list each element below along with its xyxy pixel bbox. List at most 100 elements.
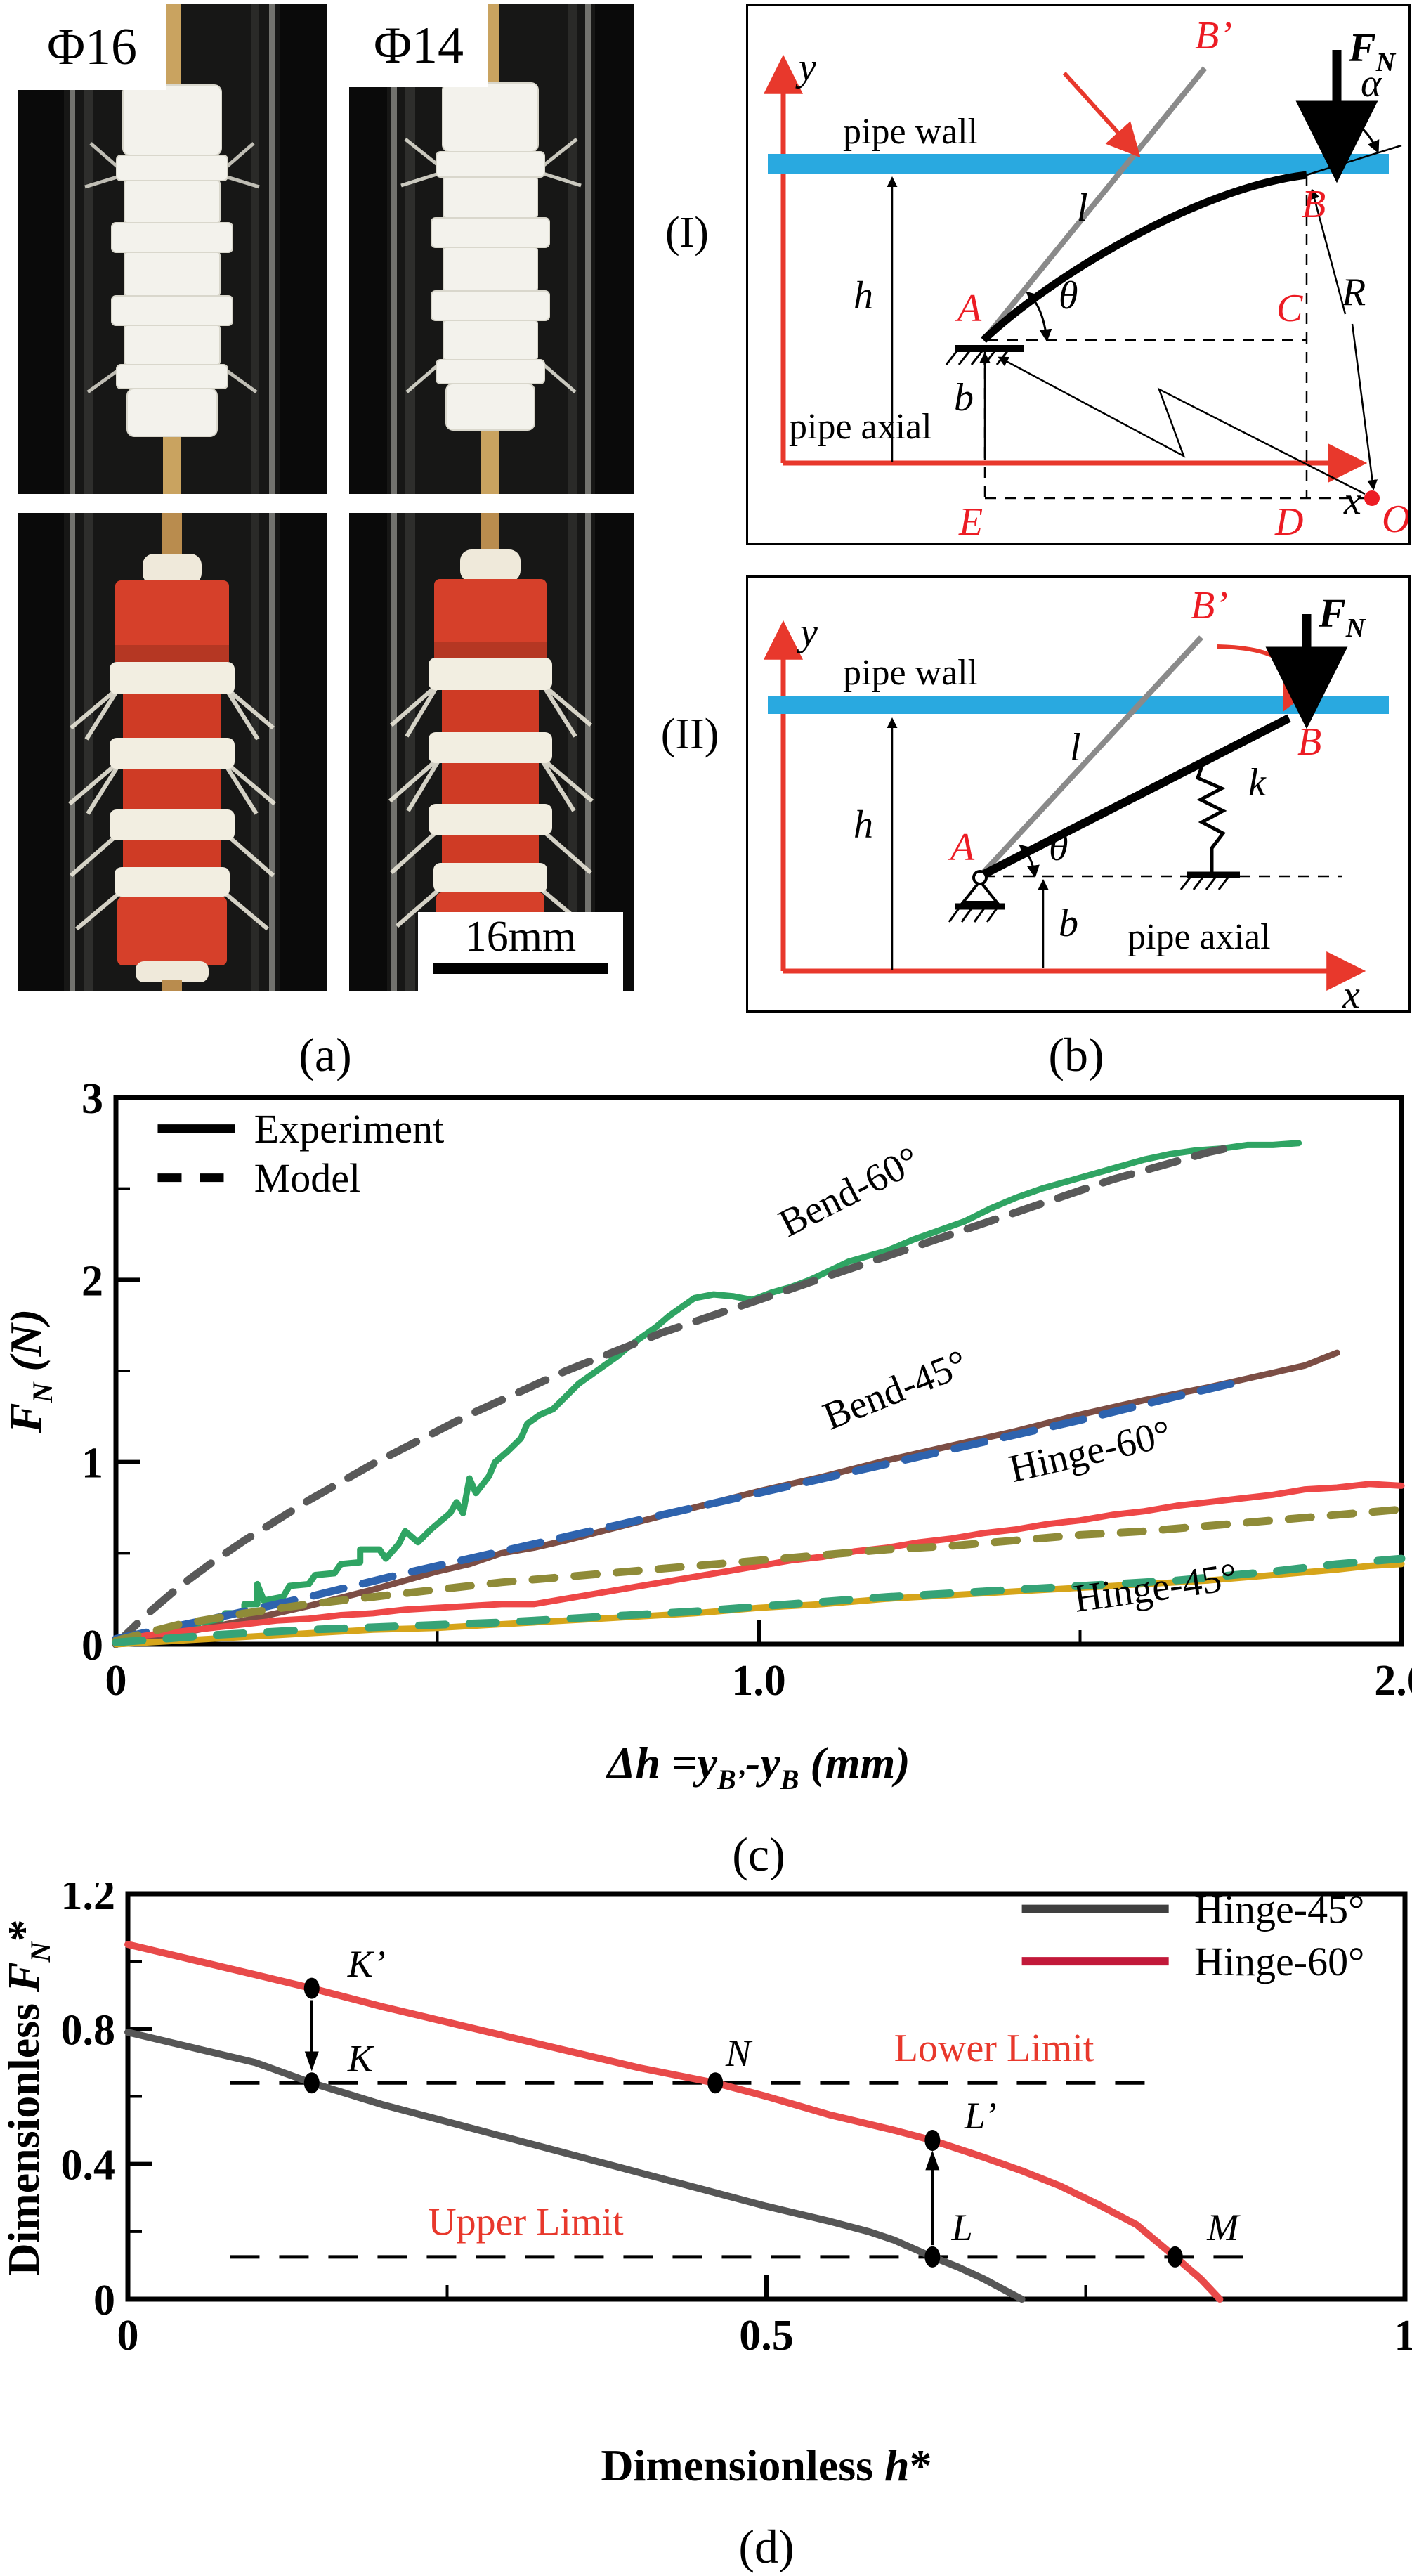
pipe-axial-text: pipe axial <box>1127 917 1271 957</box>
O-label: O <box>1382 497 1408 541</box>
legend-item-hinge-45: Hinge-45° <box>1021 1887 1364 1932</box>
x-tick-label: 1 <box>1394 2312 1412 2360</box>
diagram-II: y x pipe wall pipe axial h FN k <box>746 575 1411 1013</box>
curve-label-bend-60: Bend-60° <box>772 1138 927 1246</box>
point-l: L’ <box>924 2095 997 2152</box>
A-label: A <box>948 826 975 869</box>
series-bend-60-experiment <box>112 1140 1302 1648</box>
legend-item-hinge-60: Hinge-60° <box>1021 1939 1364 1984</box>
point-l: L <box>924 2206 973 2268</box>
legend-label: Model <box>254 1155 360 1201</box>
y-tick-label: 0.4 <box>61 2142 116 2190</box>
caption-c: (c) <box>732 1828 785 1881</box>
point-label: N <box>725 2032 753 2074</box>
scale-bar-box: 16mm <box>418 912 623 994</box>
limit-upper-limit: Upper Limit <box>230 2201 1246 2259</box>
theta-arc <box>1026 291 1052 342</box>
series-hinge-60-experiment <box>112 1481 1405 1644</box>
axis-x-label: x <box>1343 479 1361 523</box>
series-hinge-45 <box>124 2029 1026 2303</box>
point-label: L’ <box>964 2095 997 2137</box>
photo-red-phi14-illustration <box>349 513 634 991</box>
theta-label: θ <box>1059 274 1078 318</box>
limit-label: Upper Limit <box>428 2201 624 2244</box>
limit-lower-limit: Lower Limit <box>230 2027 1156 2085</box>
point-label: L <box>951 2206 973 2249</box>
chart-c-plot: 0 1.0 2.0 0 1 2 3 Bend-60° Bend-45° Hinge-60° Hing… <box>81 1082 1412 1705</box>
series-bend-60-model <box>112 1143 1238 1648</box>
x-tick-label: 0 <box>105 1657 127 1705</box>
y-tick-label: 3 <box>81 1082 103 1123</box>
scale-bar-label: 16mm <box>464 913 577 961</box>
radius-lines <box>998 188 1378 495</box>
alpha-label: α <box>1361 62 1382 105</box>
l-label: l <box>1070 726 1081 769</box>
D-label: D <box>1274 500 1303 543</box>
point-k: K’ <box>303 1943 386 1999</box>
B-label: B <box>1302 183 1326 226</box>
h-label: h <box>854 274 873 318</box>
B-prime-label: B’ <box>1195 14 1232 58</box>
y-tick-label: 0 <box>81 1622 103 1670</box>
chart-c-ylabel: FN (N) <box>1 1309 58 1433</box>
diagram-II-svg: y x pipe wall pipe axial h FN k <box>764 584 1389 1010</box>
y-tick-label: 1.2 <box>61 1883 116 1919</box>
robot-body <box>431 82 550 431</box>
chart-c: Δh =yB’-yB (mm) FN (N) 0 1.0 2.0 0 1 2 3 Bend-6… <box>1 1082 1412 1795</box>
point-label: M <box>1206 2206 1241 2249</box>
transfer-arrow <box>304 2000 319 2071</box>
force-label: FN <box>1348 25 1397 77</box>
point-k: K <box>303 2037 375 2094</box>
theta-arc <box>1019 844 1040 878</box>
legend-label: Hinge-45° <box>1194 1887 1364 1932</box>
point-label: K’ <box>347 1943 386 1985</box>
alpha-arc <box>1334 109 1380 154</box>
x-tick-label: 2.0 <box>1374 1657 1412 1705</box>
A-label: A <box>955 287 982 330</box>
x-tick-label: 0 <box>117 2312 139 2360</box>
h-label: h <box>854 803 873 847</box>
photo-red-phi16-illustration <box>18 513 327 991</box>
coordinate-axes <box>764 620 1366 991</box>
B-label: B <box>1297 720 1321 764</box>
leg-undeformed <box>978 635 1203 878</box>
caption-d: (d) <box>738 2520 795 2573</box>
y-tick-label: 0 <box>93 2277 115 2324</box>
l-label: l <box>1077 186 1088 230</box>
point-label: K <box>347 2037 375 2079</box>
pipe-wall-bar <box>768 154 1389 174</box>
point-n: N <box>707 2032 753 2094</box>
phi14-label: Φ14 <box>349 4 488 87</box>
b-label: b <box>954 376 974 419</box>
spring-k-label: k <box>1248 761 1267 805</box>
B-prime-label: B’ <box>1191 584 1228 627</box>
axis-y-label: y <box>797 611 818 654</box>
diagram-I-svg: y x pipe wall pipe axial h <box>764 14 1408 543</box>
photo-red-phi14 <box>349 513 634 991</box>
robot-legs <box>68 684 276 931</box>
phi16-label: Φ16 <box>18 4 166 90</box>
photo-phi14-illustration <box>349 4 634 494</box>
chart-d: Dimensionless h* Dimensionless FN* 0 0.5 1… <box>0 1883 1412 2490</box>
caption-a: (a) <box>299 1028 352 1081</box>
phi16-label-text: Φ16 <box>46 18 138 76</box>
caption-b: (b) <box>1048 1028 1104 1081</box>
x-tick-label: 0.5 <box>739 2312 794 2360</box>
robot-body <box>111 84 233 437</box>
pin-support-A <box>948 870 1005 923</box>
pipe-wall-bar <box>768 696 1389 714</box>
x-tick-label: 1.0 <box>731 1657 786 1705</box>
y-tick-label: 0.8 <box>61 2006 116 2054</box>
curve-label-bend-45: Bend-45° <box>817 1341 974 1438</box>
spring-ground <box>1179 871 1240 890</box>
R-label: R <box>1341 271 1366 314</box>
axis-x-label: x <box>1342 973 1360 1010</box>
diagram-I-label: (I) <box>665 209 709 256</box>
axis-y-label: y <box>795 46 816 89</box>
theta-label: θ <box>1049 826 1068 869</box>
diagram-I: y x pipe wall pipe axial h <box>746 4 1411 545</box>
leg-pointer-arrow <box>1062 71 1141 158</box>
chart-d-xlabel: Dimensionless h* <box>601 2440 931 2490</box>
E-label: E <box>958 500 983 543</box>
